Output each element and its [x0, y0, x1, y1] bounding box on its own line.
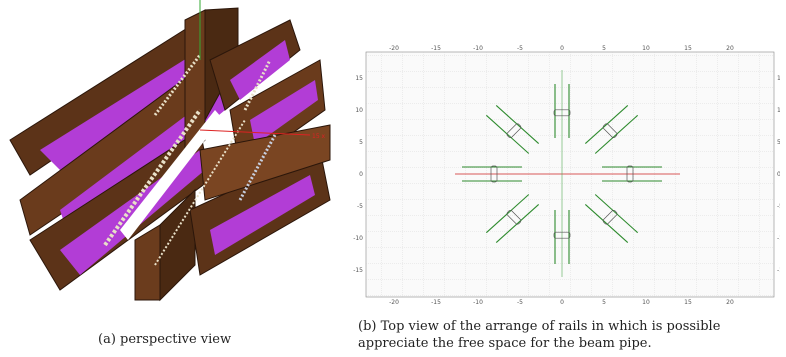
y-tick-label: 0: [777, 171, 780, 178]
rail-cart: [553, 231, 571, 239]
x-tick-label: 10: [642, 299, 650, 304]
x-tick-label: 15: [684, 45, 692, 52]
rail-station: [553, 84, 571, 138]
rail-cart: [626, 165, 634, 183]
rail-station: [584, 105, 639, 154]
rail-line: [584, 203, 629, 243]
x-tick-label: 5: [602, 299, 606, 304]
x-tick-label: -5: [517, 45, 523, 52]
rail-station: [462, 165, 522, 183]
y-tick-label: 15: [355, 75, 363, 82]
rail-station: [553, 210, 571, 264]
y-tick-label: 15: [777, 75, 780, 82]
y-tick-label: 10: [777, 107, 780, 114]
top-view-plot: -20 -20 -10 -10 0 0 10 10 20 20 -15 -15 -5 -5 5 5 15 15 15…: [353, 45, 786, 306]
rail-station: [485, 194, 540, 243]
x-tick-label: -10: [473, 45, 483, 52]
x-tick-label: 5: [602, 45, 606, 52]
x-tick-label: -15: [431, 45, 441, 52]
rail-line: [594, 194, 639, 234]
x-tick-label: 15: [684, 299, 692, 304]
y-tick-label: -10: [353, 235, 363, 242]
top-view-figure: -20 -20 -10 -10 0 0 10 10 20 20 -15 -15 -5 -5 5 5 15 15 15…: [350, 42, 786, 306]
y-tick-label: -15: [777, 267, 780, 274]
rail-station: [602, 165, 662, 183]
rail-cart: [602, 123, 618, 139]
rail-line: [495, 105, 540, 145]
caption-b: (b) Top view of the arrange of rails in …: [358, 319, 721, 351]
rail-station: [485, 105, 540, 154]
rail-line: [594, 114, 639, 154]
caption-a: (a) perspective view: [98, 332, 232, 347]
y-tick-label: 10: [355, 107, 363, 114]
x-tick-label: 20: [726, 299, 734, 304]
x-tick-label: -10: [473, 299, 483, 304]
rail-station: [584, 194, 639, 243]
rail-cart: [553, 109, 571, 117]
x-tick-label: -5: [517, 299, 523, 304]
y-tick-label: -5: [357, 203, 363, 210]
perspective-view-illustration: 15 x: [9, 0, 331, 302]
rail-line: [485, 194, 530, 234]
perspective-view-figure: 15 x: [0, 0, 340, 320]
y-tick-label: -15: [353, 267, 363, 274]
y-tick-label: 5: [359, 139, 363, 146]
rail-cart: [602, 209, 618, 225]
x-tick-label: 0: [560, 299, 564, 304]
x-tick-label: 10: [642, 45, 650, 52]
x-tick-label: -20: [389, 45, 399, 52]
rail-cart: [490, 165, 498, 183]
x-tick-label: -15: [431, 299, 441, 304]
rail-cart: [506, 209, 522, 225]
rail-cart: [506, 123, 522, 139]
rail-line: [495, 203, 540, 243]
x-tick-label: 20: [726, 45, 734, 52]
rail-line: [485, 114, 530, 154]
axis-label: 15 x: [312, 133, 326, 140]
y-tick-label: 0: [359, 171, 363, 178]
y-tick-label: 5: [777, 139, 780, 146]
x-tick-label: -20: [389, 299, 399, 304]
x-tick-label: 0: [560, 45, 564, 52]
y-tick-label: -10: [777, 235, 780, 242]
rail-line: [584, 105, 629, 145]
y-tick-label: -5: [777, 203, 780, 210]
plot-frame: [365, 51, 775, 298]
